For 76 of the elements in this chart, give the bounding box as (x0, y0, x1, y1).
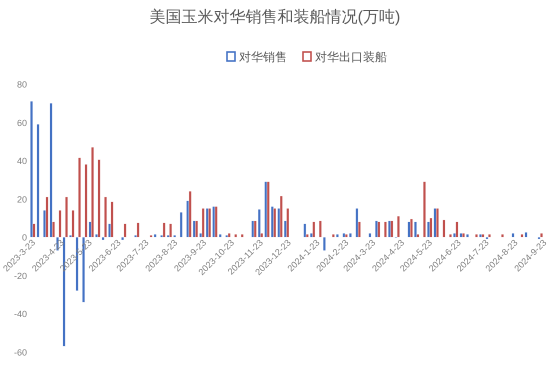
y-tick-label: -40 (14, 309, 27, 320)
bar (408, 222, 410, 238)
bar (208, 208, 212, 238)
bar (434, 208, 436, 238)
bar (180, 212, 183, 238)
bar (466, 234, 469, 238)
bar (462, 233, 465, 238)
bar (436, 208, 439, 238)
bar (228, 233, 231, 238)
bar (423, 181, 426, 238)
bar (414, 222, 417, 238)
bar (475, 234, 478, 238)
bar (162, 222, 166, 238)
bar (368, 233, 372, 238)
legend-label: 对华出口装船 (315, 50, 387, 64)
bar (520, 234, 524, 238)
bar (280, 196, 283, 238)
y-tick-label: 20 (16, 194, 27, 204)
y-tick-label: -60 (14, 348, 27, 358)
bar (91, 147, 94, 238)
bar (375, 220, 378, 238)
bar (396, 216, 400, 238)
bar (488, 234, 491, 238)
bar (273, 208, 276, 238)
bar (384, 222, 387, 238)
bar (98, 159, 100, 238)
bar (410, 218, 413, 238)
bar (188, 191, 192, 238)
y-tick-label: 80 (16, 80, 27, 90)
bar (449, 234, 452, 238)
bar (312, 222, 316, 238)
y-tick-label: 60 (16, 118, 27, 128)
bar (456, 222, 458, 238)
bar (540, 233, 543, 238)
bar (501, 234, 504, 238)
bar (110, 202, 114, 238)
y-tick-label: -20 (14, 270, 27, 281)
bar (258, 209, 261, 238)
bar (30, 101, 33, 238)
bar (336, 234, 339, 238)
bar (104, 196, 107, 238)
bar (342, 233, 346, 238)
bar (286, 208, 290, 238)
legend-label: 对华销售 (239, 50, 287, 64)
bar (202, 208, 205, 238)
bar (512, 233, 514, 238)
bar (136, 222, 140, 238)
chart-title: 美国玉米对华销售和装船情况(万吨) (150, 8, 400, 26)
bar (124, 224, 126, 238)
bar (214, 206, 218, 238)
y-tick-label: 40 (16, 156, 27, 166)
bar (195, 220, 198, 238)
bar (266, 181, 270, 238)
bar (36, 124, 40, 238)
bar (348, 233, 352, 238)
bar (154, 234, 157, 238)
bar (390, 220, 394, 238)
bar (442, 220, 446, 238)
bar (355, 208, 358, 238)
y-tick-label: 0 (22, 232, 27, 243)
bar (206, 208, 209, 238)
bar (240, 234, 244, 238)
bar (169, 224, 172, 238)
bar (377, 222, 380, 238)
bar (332, 234, 335, 238)
bar (303, 224, 306, 238)
bar (264, 181, 268, 238)
bar (344, 234, 348, 238)
bar (251, 220, 254, 238)
bar (50, 102, 52, 238)
bar (524, 232, 528, 238)
bar (234, 234, 238, 238)
bar (479, 234, 482, 238)
bar (388, 220, 391, 238)
bar (212, 206, 216, 238)
bar (482, 234, 484, 238)
